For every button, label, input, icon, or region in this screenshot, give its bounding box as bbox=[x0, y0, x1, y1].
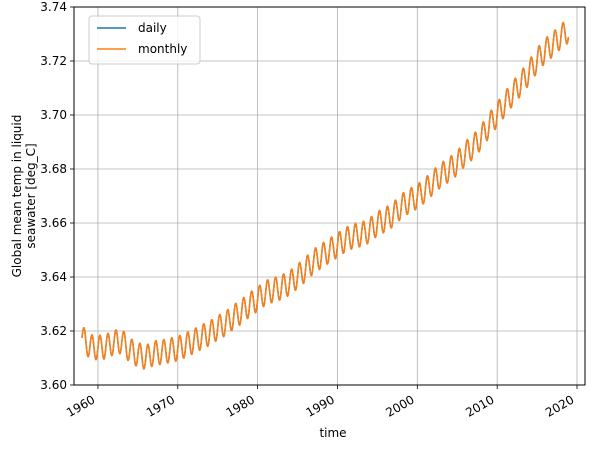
series-lines bbox=[81, 21, 570, 370]
y-tick-label: 3.68 bbox=[40, 162, 67, 176]
y-tick-label: 3.62 bbox=[40, 324, 67, 338]
x-axis-label: time bbox=[319, 426, 346, 440]
y-axis-label: Global mean temp in liquid seawater [deg… bbox=[10, 115, 38, 278]
legend-label-daily: daily bbox=[138, 21, 167, 35]
y-tick-label: 3.60 bbox=[40, 378, 67, 392]
y-tick-label: 3.72 bbox=[40, 54, 67, 68]
series-line-monthly bbox=[81, 21, 570, 370]
legend: daily monthly bbox=[88, 15, 201, 65]
y-tick-label: 3.74 bbox=[40, 0, 67, 14]
y-tick-label: 3.66 bbox=[40, 216, 67, 230]
axes-frame bbox=[73, 6, 586, 386]
y-tick-label: 3.70 bbox=[40, 108, 67, 122]
y-axis-ticks: 3.60 3.62 3.64 3.66 3.68 3.70 3.72 3.74 bbox=[40, 0, 74, 392]
y-tick-label: 3.64 bbox=[40, 270, 67, 284]
legend-label-monthly: monthly bbox=[138, 42, 187, 56]
y-axis-label-line-2: seawater [deg_C] bbox=[24, 143, 38, 248]
y-axis-label-line-1: Global mean temp in liquid bbox=[10, 115, 24, 278]
